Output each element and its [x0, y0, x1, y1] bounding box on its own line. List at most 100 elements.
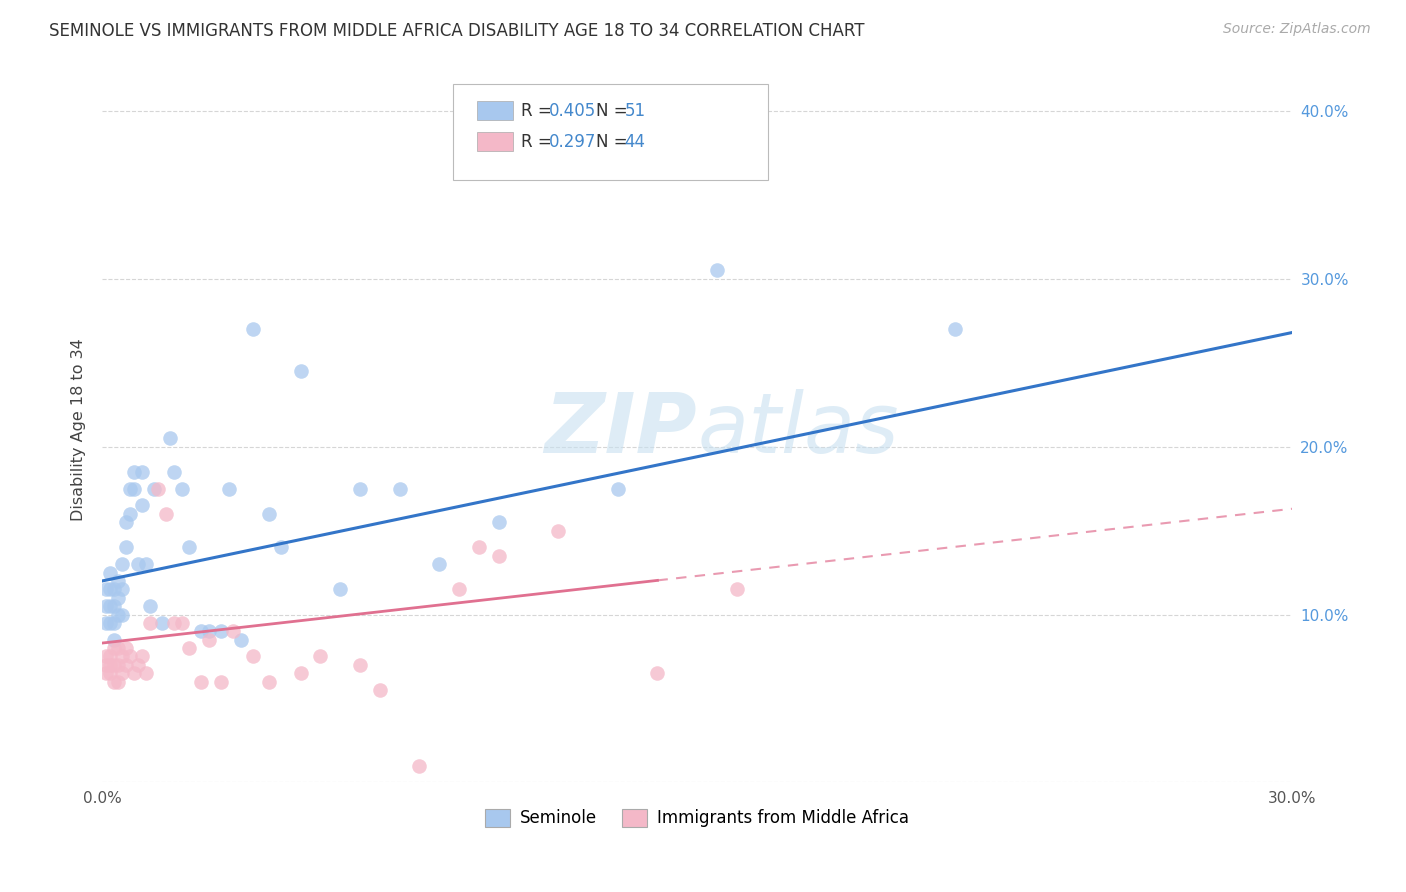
Point — [103, 582, 125, 597]
Point — [115, 641, 138, 656]
Point — [103, 599, 125, 614]
Point — [103, 641, 125, 656]
Point — [190, 674, 212, 689]
Point — [198, 632, 221, 647]
Point — [368, 683, 391, 698]
Point — [468, 541, 491, 555]
Point — [111, 666, 134, 681]
Point — [290, 364, 312, 378]
FancyBboxPatch shape — [477, 102, 513, 120]
Point — [257, 507, 280, 521]
Text: N =: N = — [596, 102, 633, 120]
Point — [115, 515, 138, 529]
Point — [488, 515, 510, 529]
Point — [103, 674, 125, 689]
Point — [170, 615, 193, 630]
Point — [547, 524, 569, 538]
Point — [118, 507, 141, 521]
FancyBboxPatch shape — [477, 132, 513, 151]
Point — [98, 666, 121, 681]
Point — [98, 657, 121, 672]
Point — [107, 591, 129, 605]
Point — [198, 624, 221, 639]
Point — [122, 666, 145, 681]
Text: Source: ZipAtlas.com: Source: ZipAtlas.com — [1223, 22, 1371, 37]
Text: R =: R = — [522, 133, 557, 151]
Text: N =: N = — [596, 133, 633, 151]
Point — [449, 582, 471, 597]
Point — [127, 557, 149, 571]
Point — [290, 666, 312, 681]
Text: SEMINOLE VS IMMIGRANTS FROM MIDDLE AFRICA DISABILITY AGE 18 TO 34 CORRELATION CH: SEMINOLE VS IMMIGRANTS FROM MIDDLE AFRIC… — [49, 22, 865, 40]
Text: atlas: atlas — [697, 390, 898, 470]
Text: 0.297: 0.297 — [548, 133, 596, 151]
Point — [209, 624, 232, 639]
Point — [111, 607, 134, 622]
Point — [139, 615, 162, 630]
Point — [146, 482, 169, 496]
Point — [170, 482, 193, 496]
Point — [98, 566, 121, 580]
Point — [647, 666, 669, 681]
Point — [349, 482, 371, 496]
Point — [96, 599, 118, 614]
Point — [122, 465, 145, 479]
Point — [127, 657, 149, 672]
Point — [135, 557, 157, 571]
Point — [179, 541, 201, 555]
Point — [135, 666, 157, 681]
Point — [107, 641, 129, 656]
Point — [96, 649, 118, 664]
Point — [107, 657, 129, 672]
Text: ZIP: ZIP — [544, 390, 697, 470]
Point — [131, 499, 153, 513]
Point — [229, 632, 252, 647]
Point — [118, 482, 141, 496]
Point — [131, 649, 153, 664]
Text: 0.405: 0.405 — [548, 102, 596, 120]
Point — [115, 541, 138, 555]
Text: 51: 51 — [624, 102, 645, 120]
Point — [107, 574, 129, 588]
Point — [606, 482, 628, 496]
Point — [242, 322, 264, 336]
Point — [111, 557, 134, 571]
Point — [427, 557, 450, 571]
Point — [118, 649, 141, 664]
Point — [162, 465, 184, 479]
Point — [162, 615, 184, 630]
Point — [218, 482, 240, 496]
Point — [98, 649, 121, 664]
Point — [242, 649, 264, 664]
Point — [329, 582, 352, 597]
Text: R =: R = — [522, 102, 557, 120]
Legend: Seminole, Immigrants from Middle Africa: Seminole, Immigrants from Middle Africa — [478, 802, 915, 834]
Point — [155, 507, 177, 521]
Point — [98, 599, 121, 614]
Point — [107, 607, 129, 622]
Point — [209, 674, 232, 689]
Point — [111, 582, 134, 597]
FancyBboxPatch shape — [453, 85, 769, 179]
Text: 44: 44 — [624, 133, 645, 151]
Point — [96, 657, 118, 672]
Point — [179, 641, 201, 656]
Point — [190, 624, 212, 639]
Point — [103, 632, 125, 647]
Y-axis label: Disability Age 18 to 34: Disability Age 18 to 34 — [72, 339, 86, 521]
Point — [96, 615, 118, 630]
Point — [270, 541, 292, 555]
Point — [222, 624, 245, 639]
Point — [309, 649, 332, 664]
Point — [115, 657, 138, 672]
Point — [96, 666, 118, 681]
Point — [488, 549, 510, 563]
Point — [103, 657, 125, 672]
Point — [96, 582, 118, 597]
Point — [150, 615, 173, 630]
Point — [159, 431, 181, 445]
Point — [107, 674, 129, 689]
Point — [111, 649, 134, 664]
Point — [408, 758, 430, 772]
Point — [725, 582, 748, 597]
